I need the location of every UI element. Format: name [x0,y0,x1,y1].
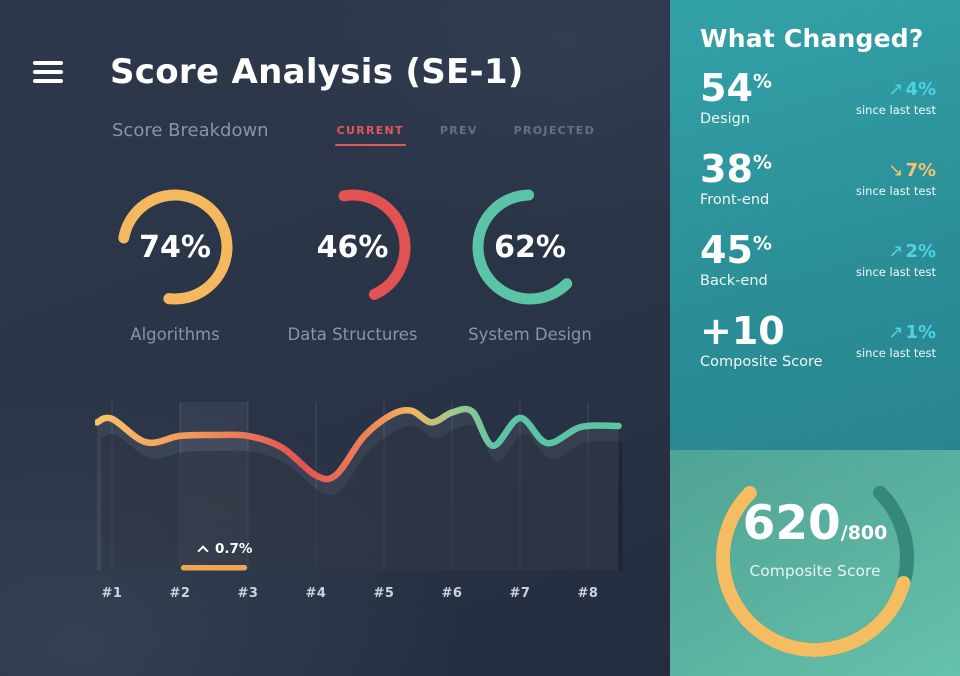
hamburger-icon [33,61,63,83]
stat-value: 45% [700,228,772,272]
stat-label: Design [700,111,751,127]
sidebar: What Changed? 54% Design ↗ 4% since last … [670,0,960,676]
gauge-label: Data Structures [287,325,418,344]
trend-arrow-icon: ↗ [888,79,904,100]
gauge-value: 46% [316,229,389,265]
stat-value: 54% [700,66,772,110]
trend-arrow-icon: ↗ [888,322,904,343]
donut-arc [295,189,410,305]
what-changed-panel: What Changed? 54% Design ↗ 4% since last … [670,0,960,450]
series-area-shadow [101,424,623,570]
gauge-value: 74% [139,229,211,265]
gauge-row: 74% Algorithms 46% Data Structures [100,185,605,344]
annotation-bar [181,565,247,571]
stat-delta: ↗ 2% [888,241,936,262]
gauge-value: 62% [494,229,566,265]
tab-current[interactable]: CURRENT [334,124,407,146]
stat-design: 54% Design ↗ 4% since last test [700,69,936,127]
trend-arrow-icon: ↗ [888,241,904,262]
composite-score-panel [670,450,960,676]
x-tick-label: #5 [373,586,395,601]
stat-value: 38% [700,147,772,191]
x-axis-labels: #1 #2 #3 #4 #5 #6 #7 #8 [95,586,640,606]
gauge-system-design: 62% System Design [455,185,605,344]
stat-front-end: 38% Front-end ↘ 7% since last test [700,150,936,208]
x-tick-label: #3 [237,586,259,601]
trend-arrow-icon: ↘ [888,160,904,181]
series-area [97,408,619,570]
gauge-label: Algorithms [130,325,220,344]
x-tick-label: #6 [441,586,463,601]
tab-prev[interactable]: PREV [439,124,478,137]
stat-delta: ↘ 7% [888,160,936,181]
stat-back-end: 45% Back-end ↗ 2% since last test [700,231,936,289]
tab-projected[interactable]: PROJECTED [513,124,596,137]
x-tick-label: #7 [509,586,531,601]
chart-annotation-value: 0.7% [215,541,253,557]
sidebar-title: What Changed? [700,24,924,53]
x-tick-label: #4 [305,586,327,601]
main-panel: Score Analysis (SE-1) Score Breakdown CU… [0,0,670,676]
breakdown-header: Score Breakdown CURRENT PREV PROJECTED [112,120,652,146]
stat-label: Back-end [700,273,768,289]
stat-note: since last test [855,265,936,279]
stat-label: Composite Score [700,354,823,370]
x-tick-label: #8 [577,586,599,601]
chart-annotation: 0.7% [198,541,252,557]
stat-note: since last test [855,184,936,198]
stat-note: since last test [855,103,936,117]
stat-label: Front-end [700,192,770,208]
menu-button[interactable] [33,61,63,85]
x-tick-label: #1 [101,586,123,601]
gauge-label: System Design [468,325,592,344]
section-subtitle: Score Breakdown [112,120,269,141]
up-chevron-icon [198,545,209,554]
gauge-algorithms: 74% Algorithms [100,185,250,344]
stat-composite-score: +10 Composite Score ↗ 1% since last test [700,312,936,370]
stat-value: +10 [700,309,785,353]
score-trend-chart: 0.7% #1 #2 #3 #4 #5 #6 #7 #8 [93,398,640,623]
stat-delta: ↗ 1% [888,322,936,343]
x-tick-label: #2 [169,586,191,601]
stat-note: since last test [855,346,936,360]
view-tabs: CURRENT PREV PROJECTED [334,124,596,146]
series-line [93,405,622,483]
gauge-data-structures: 46% Data Structures [278,185,428,344]
line-chart [93,402,623,571]
stat-delta: ↗ 4% [888,79,936,100]
donut-arc [472,189,588,305]
page-title: Score Analysis (SE-1) [110,52,524,92]
donut-arc [117,189,233,305]
